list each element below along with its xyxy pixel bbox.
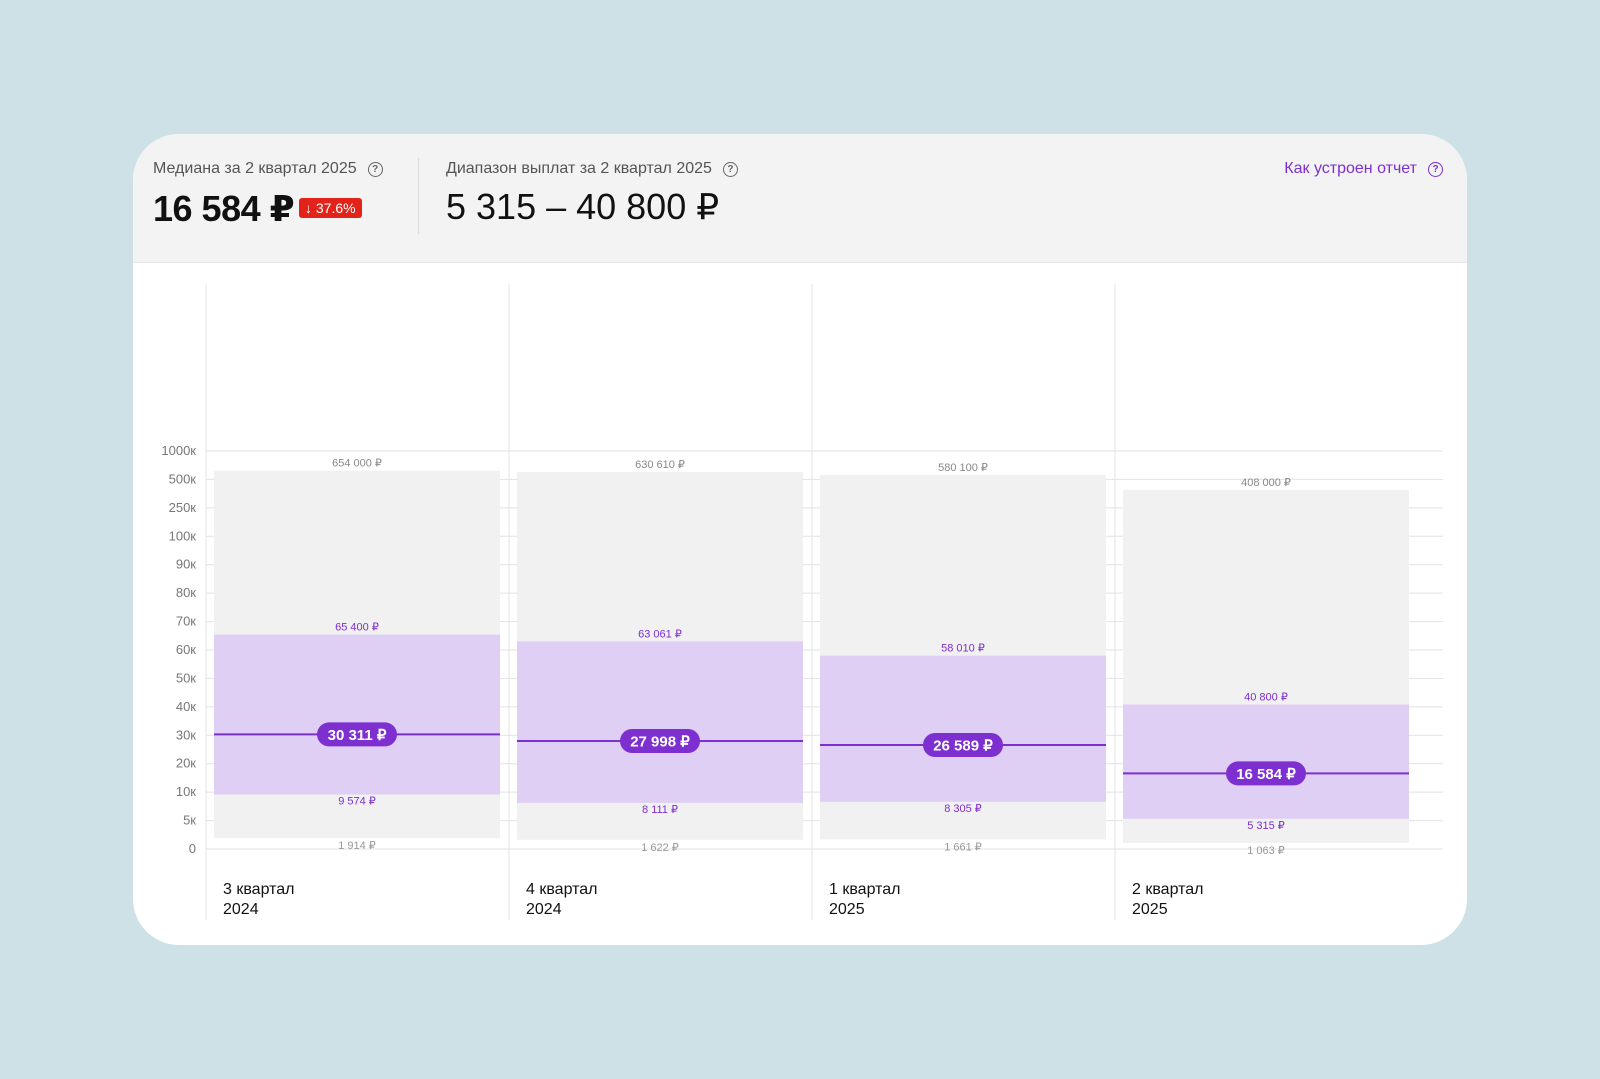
x-category-label: 4 квартал [526,881,598,898]
header-divider [418,158,419,234]
help-icon[interactable]: ? [1428,162,1443,177]
y-tick-label: 60к [176,642,196,657]
change-badge: ↓ 37.6% [299,198,362,218]
x-category-year: 2025 [829,901,865,918]
x-category-year: 2024 [223,901,259,918]
min-value-label: 1 063 ₽ [1247,845,1285,857]
min-value-label: 1 661 ₽ [944,842,982,854]
max-value-label: 630 610 ₽ [635,459,685,471]
salary-report-card: Медиана за 2 квартал 2025 ? 16 584 ₽ ↓ 3… [133,134,1467,945]
y-tick-label: 80к [176,585,196,600]
help-icon[interactable]: ? [368,162,383,177]
y-tick-label: 0 [189,841,196,856]
how-report-works-link[interactable]: Как устроен отчет ? [1284,160,1443,178]
max-value-label: 654 000 ₽ [332,458,382,470]
salary-quarterly-chart: 0 5к 10к 20к 30к 40к 50к 60к 70к 80к 90к 100к 250к 50… [133,262,1467,945]
y-tick-label: 250к [169,500,197,515]
lower-quartile-label: 8 305 ₽ [944,803,982,815]
max-value-label: 408 000 ₽ [1241,477,1291,489]
median-value-label: 26 589 ₽ [933,737,993,754]
lower-quartile-label: 8 111 ₽ [642,804,678,816]
x-category-year: 2024 [526,901,562,918]
summary-header: Медиана за 2 квартал 2025 ? 16 584 ₽ ↓ 3… [133,134,1467,263]
y-tick-label: 1000к [161,443,196,458]
x-category-year: 2025 [1132,901,1168,918]
upper-quartile-label: 63 061 ₽ [638,628,682,640]
lower-quartile-label: 9 574 ₽ [338,796,376,808]
interquartile-bar [517,641,803,803]
y-tick-label: 500к [169,471,197,486]
help-icon[interactable]: ? [723,162,738,177]
min-value-label: 1 914 ₽ [338,840,376,852]
median-value: 16 584 ₽ [153,188,294,230]
interquartile-bar [214,635,500,795]
median-value-label: 16 584 ₽ [1236,766,1296,783]
y-tick-label: 50к [176,670,196,685]
y-tick-label: 20к [176,756,196,771]
y-tick-label: 10к [176,784,196,799]
median-label: Медиана за 2 квартал 2025 ? [153,160,383,178]
x-category-label: 3 квартал [223,881,295,898]
range-value: 5 315 – 40 800 ₽ [446,186,719,228]
y-tick-label: 40к [176,699,196,714]
y-tick-label: 70к [176,614,196,629]
median-value-label: 27 998 ₽ [630,733,690,750]
y-tick-label: 90к [176,557,196,572]
x-category-label: 1 квартал [829,881,901,898]
interquartile-bar [820,656,1106,802]
y-tick-label: 30к [176,727,196,742]
upper-quartile-label: 58 010 ₽ [941,643,985,655]
lower-quartile-label: 5 315 ₽ [1247,820,1285,832]
y-tick-label: 100к [169,528,197,543]
upper-quartile-label: 65 400 ₽ [335,622,379,634]
y-tick-label: 5к [183,813,196,828]
range-label: Диапазон выплат за 2 квартал 2025 ? [446,160,738,178]
upper-quartile-label: 40 800 ₽ [1244,692,1288,704]
min-value-label: 1 622 ₽ [641,842,679,854]
max-value-label: 580 100 ₽ [938,462,988,474]
x-category-label: 2 квартал [1132,881,1204,898]
median-value-label: 30 311 ₽ [328,727,387,744]
